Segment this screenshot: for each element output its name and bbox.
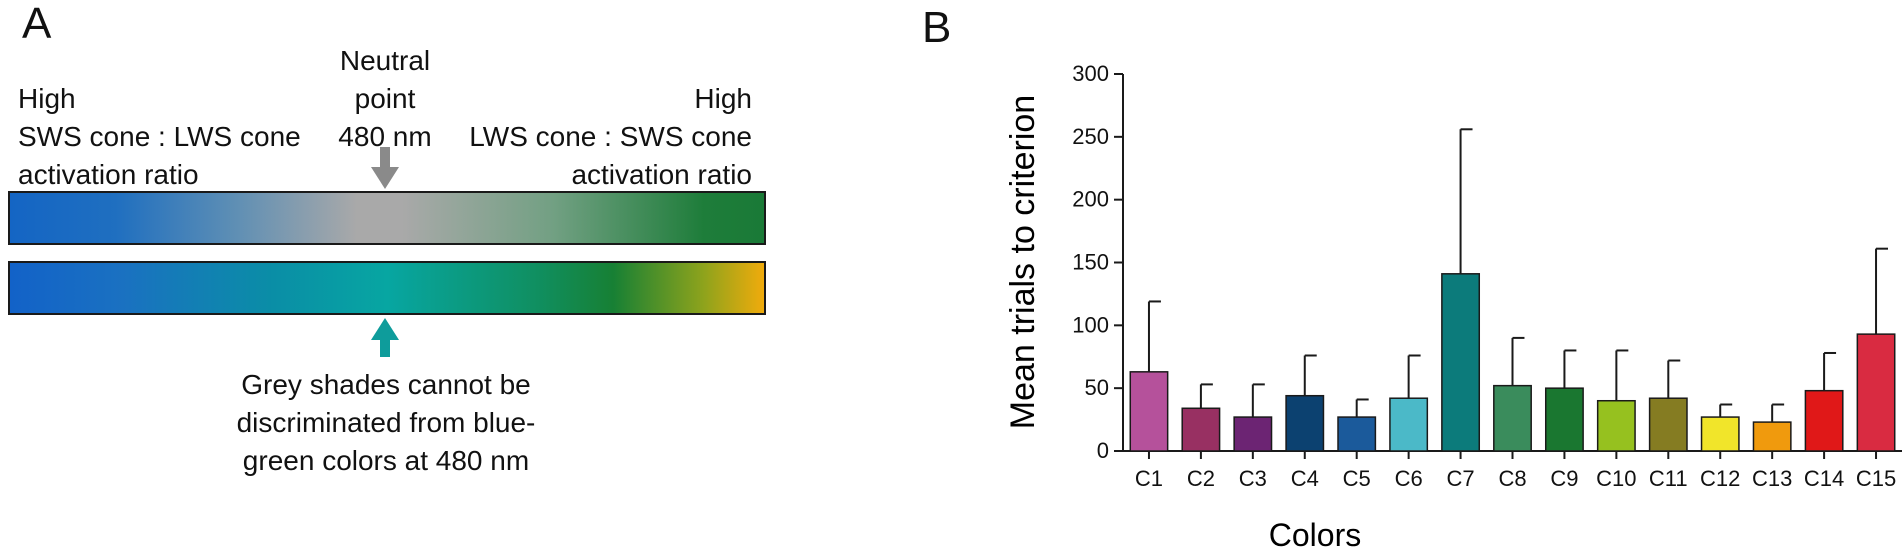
bar-C8 (1493, 384, 1532, 452)
x-ticks: C1 C2 C3 C4 C5 C6 C7 C8 C9 C10 C11 C12 C13 C14 C15 (1135, 451, 1896, 491)
neutral-label-line1: Neutral (339, 45, 431, 76)
x-tick-label-C6: C6 (1395, 466, 1423, 491)
x-tick-label-C2: C2 (1187, 466, 1215, 491)
error-bars (1147, 128, 1888, 423)
x-tick-label-C7: C7 (1447, 466, 1475, 491)
y-tick-label: 100 (1072, 312, 1109, 337)
x-tick-label-C13: C13 (1752, 466, 1792, 491)
grey-down-arrow-icon (371, 147, 399, 189)
y-tick-label: 200 (1072, 187, 1109, 212)
panel-a-letter: A (22, 0, 52, 48)
panel-b-letter: B (922, 3, 952, 52)
discrimination-note: Grey shades cannot be discriminated from… (200, 366, 572, 480)
bar-C4 (1285, 394, 1325, 452)
x-tick-label-C8: C8 (1498, 466, 1526, 491)
x-tick-label-C3: C3 (1239, 466, 1267, 491)
left-label: High SWS cone : LWS cone activation rati… (18, 80, 301, 194)
right-label: High LWS cone : SWS cone activation rati… (469, 80, 752, 194)
bar-C6 (1389, 397, 1429, 452)
right-label-line3: activation ratio (571, 159, 752, 190)
x-tick-label-C1: C1 (1135, 466, 1163, 491)
y-tick-label: 250 (1072, 124, 1109, 149)
x-tick-label-C10: C10 (1596, 466, 1636, 491)
bar-C11 (1648, 397, 1688, 452)
bar-C13 (1752, 421, 1792, 452)
right-label-line2: LWS cone : SWS cone (469, 121, 752, 152)
x-tick-label-C14: C14 (1804, 466, 1844, 491)
bar-C1 (1129, 371, 1169, 452)
bar-C3 (1233, 416, 1273, 452)
x-tick-label-C12: C12 (1700, 466, 1740, 491)
neutral-label-line2: point (354, 83, 416, 114)
x-tick-label-C11: C11 (1649, 466, 1688, 491)
bar-C7 (1441, 273, 1481, 452)
bar-C5 (1337, 416, 1377, 452)
y-tick-label: 50 (1085, 375, 1109, 400)
x-axis-label: Colors (1269, 517, 1361, 553)
y-tick-label: 300 (1072, 61, 1109, 86)
y-tick-label: 0 (1097, 438, 1109, 463)
bar-C14 (1804, 389, 1844, 452)
bar-C12 (1700, 416, 1740, 452)
left-label-line1: High (18, 83, 76, 114)
bars (1129, 273, 1896, 452)
bar-C15 (1856, 333, 1896, 452)
x-tick-label-C15: C15 (1856, 466, 1896, 491)
neutral-label-line3: 480 nm (338, 121, 432, 152)
neutral-point-label: Neutral point 480 nm (320, 42, 450, 156)
note-line1: Grey shades cannot be (241, 369, 531, 400)
y-tick-label: 150 (1072, 250, 1109, 275)
bar-C10 (1596, 399, 1636, 452)
right-label-line1: High (694, 83, 752, 114)
y-ticks: 0 50 100 150 200 250 300 (1072, 61, 1123, 463)
bar-C2 (1181, 407, 1221, 452)
note-line2: discriminated from blue- (236, 407, 536, 438)
teal-up-arrow-icon (371, 318, 399, 357)
y-axis-label: Mean trials to criterion (1004, 95, 1042, 429)
left-label-line2: SWS cone : LWS cone (18, 121, 301, 152)
note-line3: green colors at 480 nm (242, 445, 530, 476)
cone-ratio-gradient-bar (8, 191, 766, 245)
blue-green-gradient-bar (8, 261, 766, 315)
left-label-line3: activation ratio (18, 159, 199, 190)
x-tick-label-C9: C9 (1550, 466, 1578, 491)
x-tick-label-C5: C5 (1343, 466, 1371, 491)
bar-C9 (1544, 387, 1584, 452)
x-tick-label-C4: C4 (1291, 466, 1319, 491)
